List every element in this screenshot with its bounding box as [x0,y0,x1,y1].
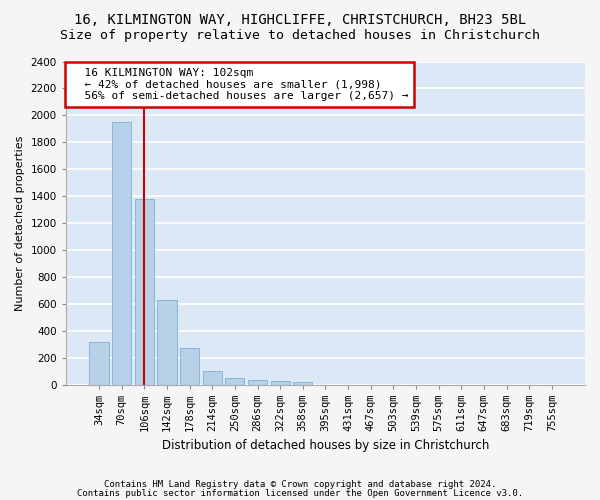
Text: 16 KILMINGTON WAY: 102sqm
  ← 42% of detached houses are smaller (1,998)
  56% o: 16 KILMINGTON WAY: 102sqm ← 42% of detac… [71,68,409,101]
Bar [89,342,109,384]
Bar [135,199,154,384]
Bar [180,348,199,384]
Bar [293,382,313,384]
Bar [271,381,290,384]
Bar [203,371,222,384]
Text: Size of property relative to detached houses in Christchurch: Size of property relative to detached ho… [60,29,540,42]
Bar [248,380,267,384]
Y-axis label: Number of detached properties: Number of detached properties [15,136,25,311]
Bar [157,300,176,384]
X-axis label: Distribution of detached houses by size in Christchurch: Distribution of detached houses by size … [162,440,489,452]
Text: 16, KILMINGTON WAY, HIGHCLIFFE, CHRISTCHURCH, BH23 5BL: 16, KILMINGTON WAY, HIGHCLIFFE, CHRISTCH… [74,12,526,26]
Text: Contains public sector information licensed under the Open Government Licence v3: Contains public sector information licen… [77,489,523,498]
Text: Contains HM Land Registry data © Crown copyright and database right 2024.: Contains HM Land Registry data © Crown c… [104,480,496,489]
Bar [225,378,244,384]
Bar [112,122,131,384]
